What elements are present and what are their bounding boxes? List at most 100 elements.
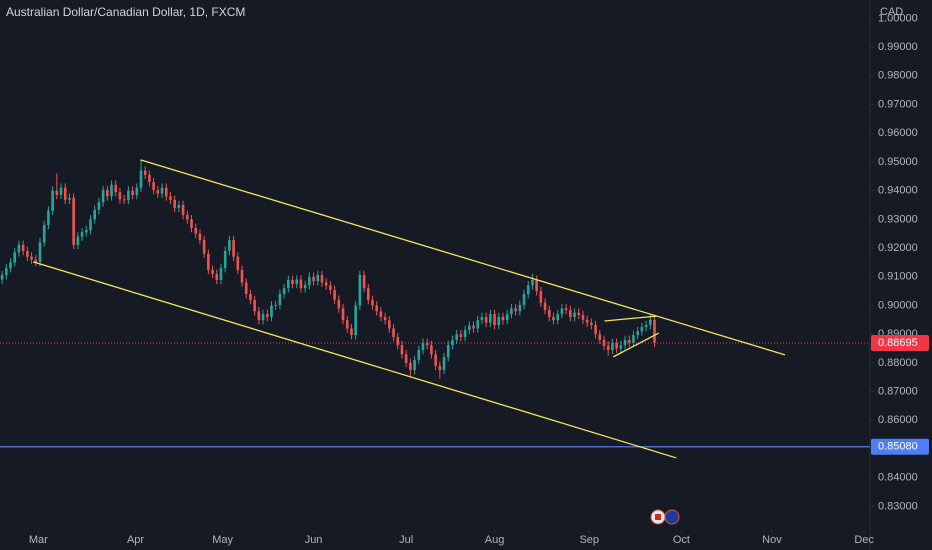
candle-body <box>295 279 299 284</box>
candle-body <box>615 342 618 349</box>
candle-body <box>413 360 416 371</box>
x-tick-label: Oct <box>673 534 690 546</box>
candle-body <box>97 202 101 210</box>
candle-body <box>122 199 126 201</box>
x-tick-label: May <box>212 534 233 546</box>
candle-body <box>190 219 193 228</box>
candle-body <box>21 244 25 251</box>
candle-body <box>265 314 269 317</box>
candle-body <box>480 316 484 321</box>
candle-body <box>135 187 139 195</box>
candle-body <box>47 210 50 226</box>
last-price-box <box>871 334 929 351</box>
candle-body <box>493 314 496 326</box>
candle-body <box>101 190 105 203</box>
candle-body <box>337 299 341 309</box>
candle-body <box>388 320 391 329</box>
candle-body <box>282 288 286 294</box>
candle-body <box>173 199 176 208</box>
candle-body <box>476 320 480 329</box>
candle-body <box>253 300 256 312</box>
candle-body <box>177 204 181 208</box>
y-tick-label: 0.96000 <box>878 127 918 139</box>
candle-body <box>526 285 530 294</box>
y-tick-label: 0.87000 <box>878 386 918 398</box>
candle-body <box>139 170 143 188</box>
candle-body <box>425 342 429 346</box>
candle-body <box>552 316 555 321</box>
candle-body <box>84 229 88 233</box>
candle-body <box>375 305 379 312</box>
candle-body <box>606 345 610 350</box>
candle-body <box>590 322 593 326</box>
last-price-label: 0.88695 <box>878 337 918 349</box>
candle-body <box>455 334 458 340</box>
candles <box>0 159 656 379</box>
x-tick-label: Apr <box>127 534 144 546</box>
x-tick-label: Nov <box>762 534 782 546</box>
candle-body <box>400 345 404 355</box>
candle-body <box>383 316 387 321</box>
candle-body <box>202 240 206 254</box>
candle-body <box>560 308 564 315</box>
candle-body <box>564 308 568 311</box>
candle-body <box>484 316 488 323</box>
y-tick-label: 0.88000 <box>878 357 918 369</box>
candle-body <box>0 275 4 280</box>
candle-body <box>329 285 332 290</box>
candle-body <box>236 256 240 270</box>
candle-body <box>434 354 437 366</box>
candle-body <box>198 233 202 241</box>
currency-label: CAD <box>880 6 903 18</box>
candle-body <box>59 187 63 195</box>
y-tick-label: 1.00000 <box>878 12 918 24</box>
candle-body <box>93 209 97 220</box>
candle-body <box>341 308 345 321</box>
candle-body <box>518 304 522 312</box>
candle-body <box>653 319 656 343</box>
candle-body <box>34 259 38 262</box>
candle-body <box>30 256 33 260</box>
candle-body <box>169 196 172 200</box>
candle-body <box>358 275 362 306</box>
candle-body <box>240 269 244 283</box>
candle-body <box>194 227 198 234</box>
y-tick-label: 0.90000 <box>878 299 918 311</box>
candle-body <box>219 268 223 280</box>
candle-body <box>505 314 509 321</box>
candle-body <box>320 275 324 283</box>
candle-body <box>232 240 235 257</box>
candle-body <box>228 240 231 251</box>
candle-body <box>640 327 644 332</box>
candle-body <box>270 305 273 317</box>
candle-body <box>463 329 467 338</box>
candle-body <box>257 311 261 321</box>
candle-body <box>409 362 412 371</box>
candle-body <box>446 345 450 358</box>
candle-body <box>598 334 602 340</box>
candle-body <box>468 325 471 330</box>
candle-body <box>261 314 265 321</box>
candle-body <box>569 310 572 317</box>
candle-body <box>114 184 118 193</box>
candle-body <box>51 190 54 211</box>
candle-body <box>556 314 559 321</box>
candle-body <box>55 190 59 195</box>
candle-body <box>573 312 576 317</box>
candle-body <box>299 279 303 289</box>
candle-body <box>186 215 189 220</box>
candle-body <box>510 308 513 315</box>
chart-title: Australian Dollar/Canadian Dollar, 1D, F… <box>6 5 245 19</box>
candle-body <box>392 328 395 338</box>
x-tick-label: Sep <box>579 534 599 546</box>
candle-body <box>164 187 168 197</box>
y-tick-label: 0.93000 <box>878 213 918 225</box>
candle-body <box>539 291 543 303</box>
flag-icon-detail <box>655 514 661 520</box>
candle-body <box>577 312 581 315</box>
candle-body <box>5 268 8 276</box>
candle-body <box>211 269 214 274</box>
candle-body <box>594 325 597 335</box>
